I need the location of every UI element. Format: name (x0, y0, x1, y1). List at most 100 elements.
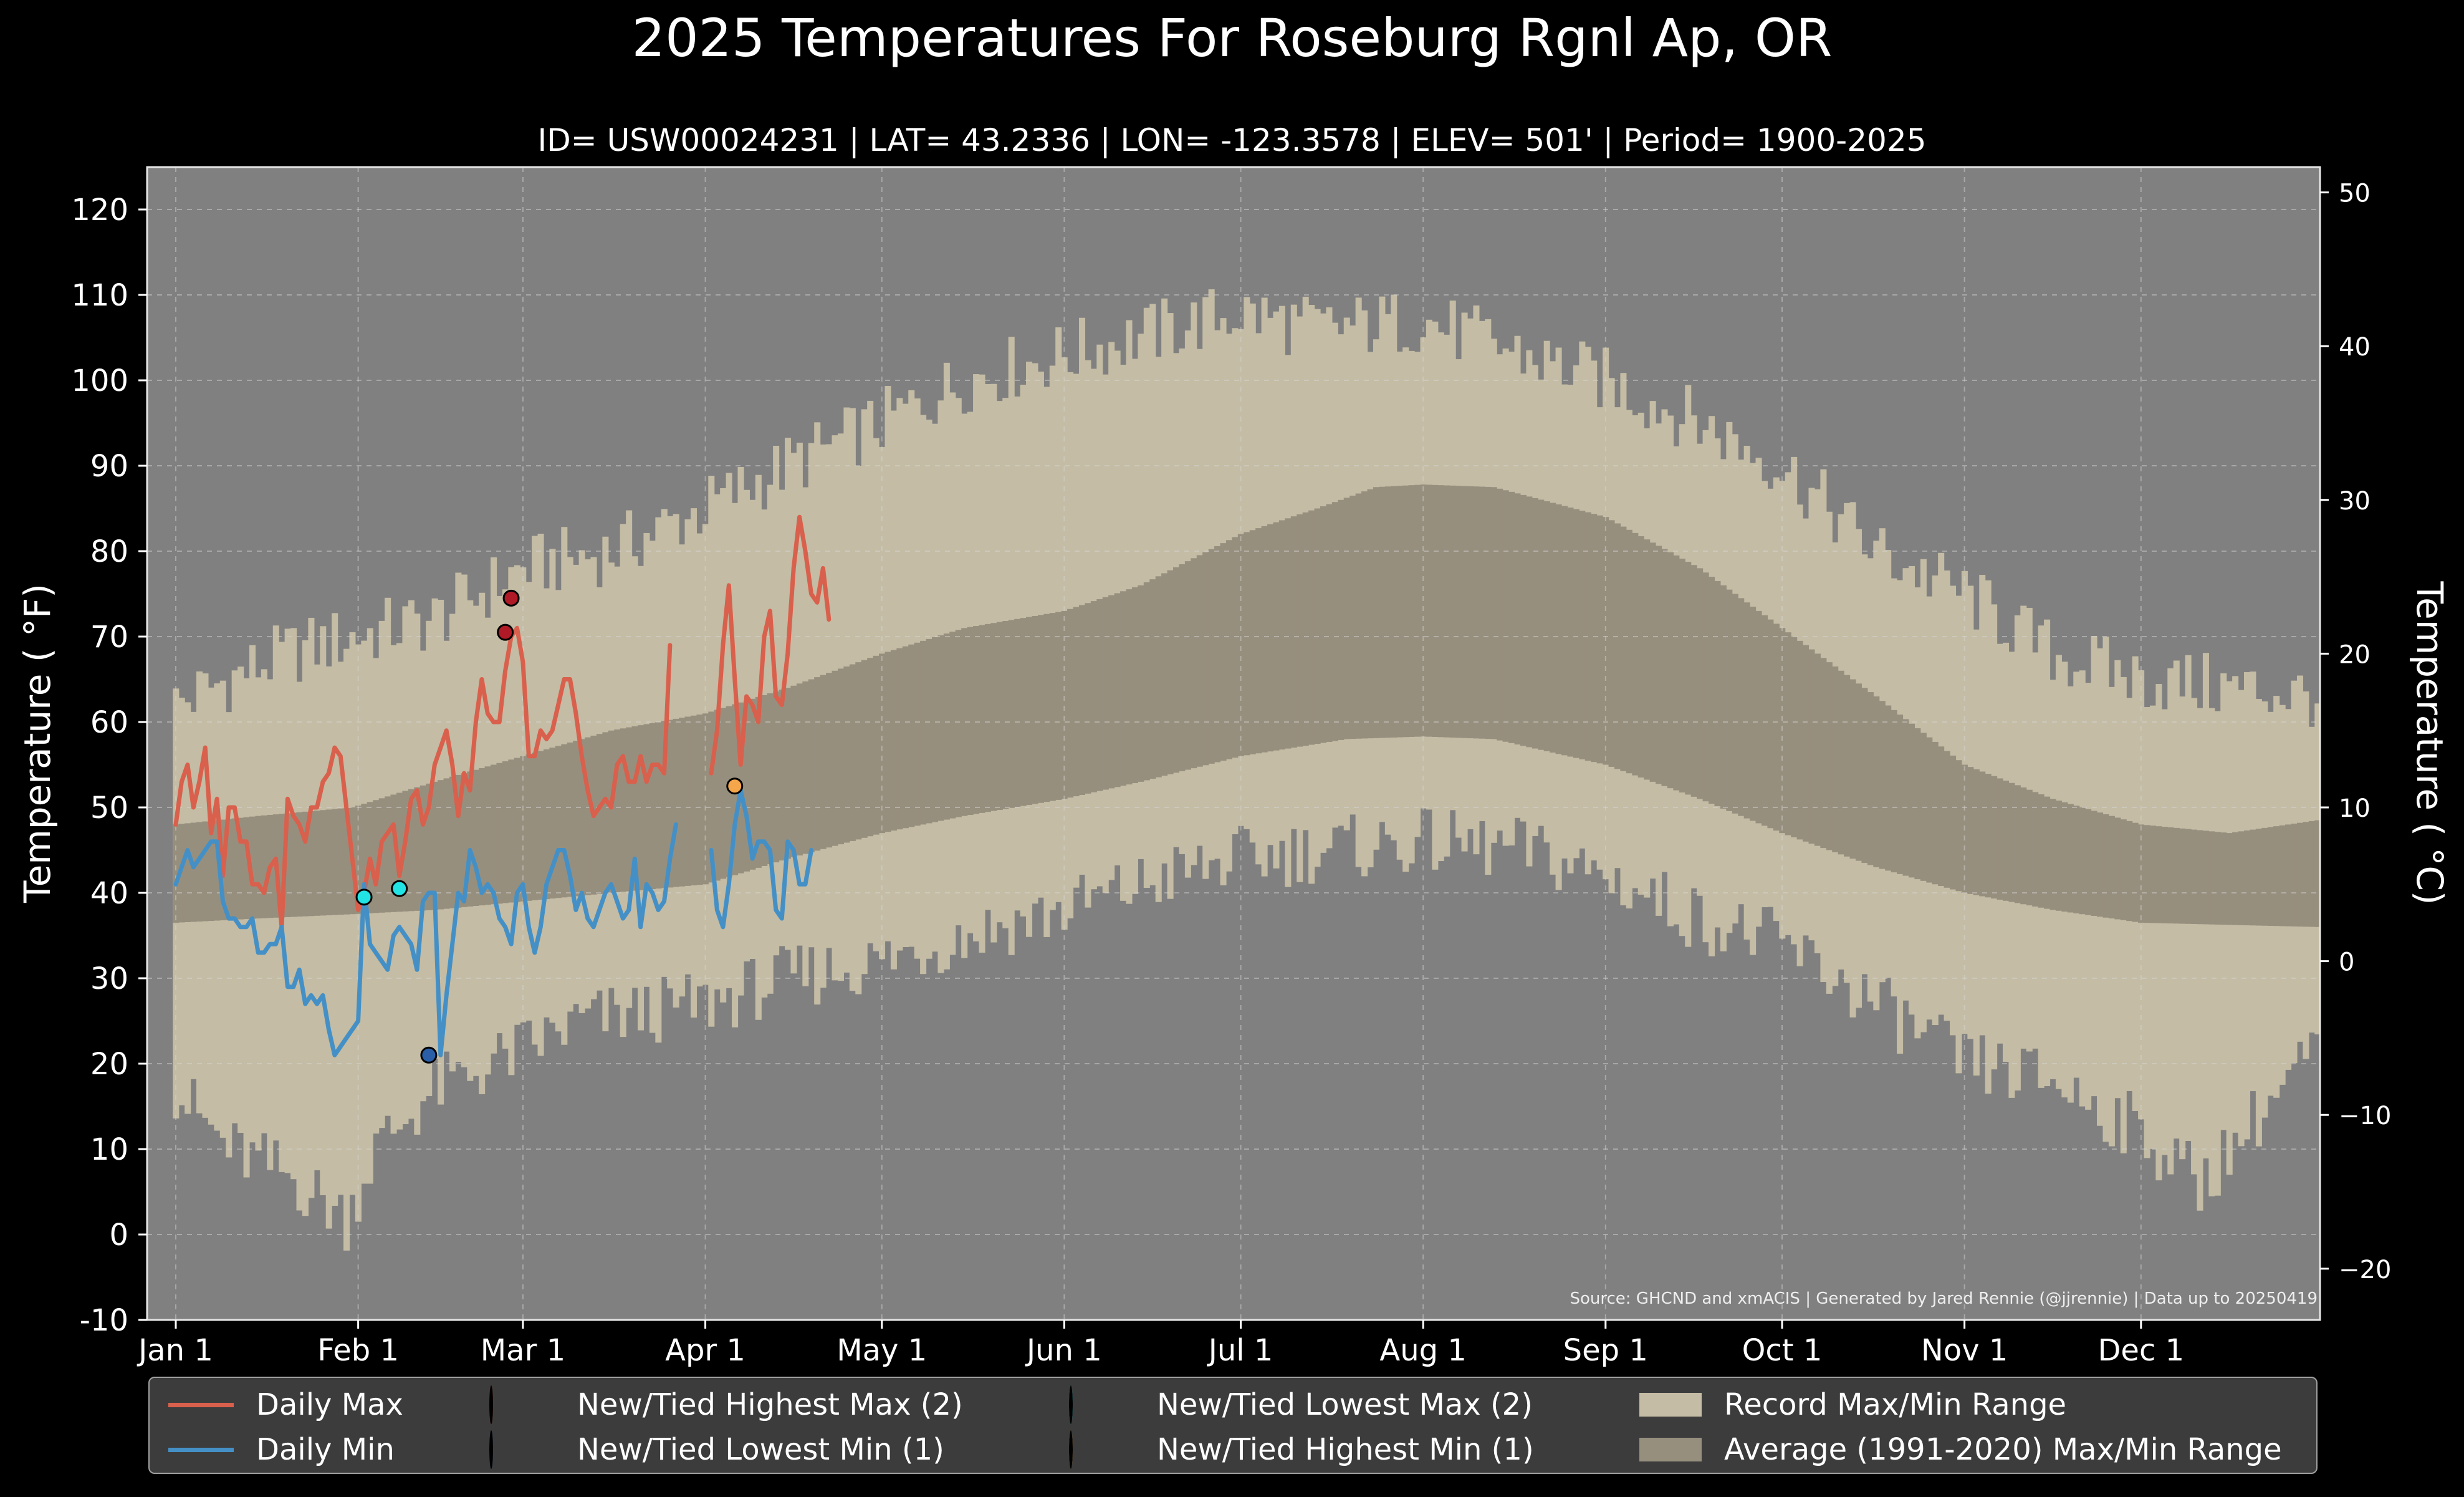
record-range-bar (2208, 708, 2215, 1196)
average-range-bar (1026, 617, 1033, 805)
average-range-bar (343, 807, 350, 915)
average-range-bar (1938, 746, 1945, 887)
average-range-bar (1384, 486, 1391, 738)
legend-swatch (489, 1385, 555, 1424)
average-range-bar (1838, 670, 1844, 855)
average-range-bar (1220, 543, 1227, 761)
average-range-bar (1520, 494, 1527, 746)
x-tick-label: Jan 1 (137, 1333, 213, 1368)
average-range-bar (332, 809, 338, 915)
average-range-bar (2244, 830, 2251, 926)
average-range-bar (1803, 645, 1810, 842)
average-range-bar (2085, 809, 2092, 915)
average-range-bar (749, 698, 756, 870)
y-tick-label: 60 (90, 705, 128, 740)
average-range-bar (2120, 819, 2127, 920)
average-range-bar (1832, 666, 1839, 852)
average-range-bar (2067, 804, 2074, 913)
average-range-bar (1891, 710, 1897, 873)
chart-title: 2025 Temperatures For Roseburg Rgnl Ap, … (631, 7, 1833, 69)
average-range-bar (879, 653, 886, 834)
average-range-bar (2055, 801, 2062, 911)
average-range-bar (1679, 558, 1685, 793)
average-range-bar (1785, 632, 1791, 835)
average-range-bar (1755, 610, 1762, 824)
y-tick-label: -10 (80, 1303, 128, 1338)
average-range-bar (661, 721, 668, 888)
average-range-bar (1614, 523, 1621, 769)
average-range-bar (1796, 640, 1803, 840)
average-range-bar (1567, 508, 1574, 757)
record-range-bar (2149, 705, 2157, 1149)
average-range-bar (1873, 696, 1880, 867)
average-range-bar (1914, 728, 1921, 880)
average-range-bar (1561, 506, 1568, 756)
source-note: Source: GHCND and xmACIS | Generated by … (1570, 1289, 2318, 1308)
average-range-bar (1591, 514, 1598, 763)
x-tick-label: Sep 1 (1563, 1333, 1648, 1368)
average-range-bar (1020, 618, 1027, 806)
average-range-bar (1555, 504, 1562, 754)
average-range-bar (1879, 701, 1886, 869)
average-range-bar (1261, 526, 1268, 753)
average-range-bar (920, 640, 927, 825)
average-range-bar (1402, 485, 1409, 738)
average-range-bar (1214, 546, 1221, 763)
y-tick-label: 40 (90, 876, 128, 911)
average-range-bar (832, 670, 838, 846)
x-tick-label: May 1 (837, 1333, 927, 1368)
average-range-bar (1225, 540, 1233, 759)
y-tick-label: 30 (2339, 487, 2371, 516)
average-range-bar (902, 646, 909, 829)
average-range-bar (979, 625, 985, 813)
average-range-bar (973, 626, 980, 814)
average-range-bar (196, 822, 203, 922)
average-range-bar (1285, 518, 1292, 749)
average-range-bar (461, 773, 467, 907)
average-range-bar (1584, 512, 1591, 761)
average-range-bar (2026, 789, 2033, 906)
y-axis-right: −20 −10 0 10 20 30 40 50 (2320, 180, 2391, 1284)
legend-label: New/Tied Lowest Max (2) (1157, 1387, 1533, 1422)
record-range-bar (2226, 681, 2233, 1175)
x-tick-label: Oct 1 (1742, 1333, 1823, 1368)
y-axis-label-celsius: Temperature ( °C) (2409, 581, 2451, 905)
average-range-bar (1143, 582, 1150, 781)
average-range-bar (337, 808, 344, 915)
average-range-bar (261, 815, 267, 918)
average-range-bar (1932, 741, 1939, 885)
average-range-bar (1714, 580, 1721, 807)
record-range-bar (325, 666, 332, 1229)
average-range-bar (914, 642, 921, 826)
average-range-bar (1444, 485, 1450, 738)
average-range-bar (1367, 489, 1374, 739)
average-range-bar (2020, 787, 2027, 905)
average-range-bar (1102, 597, 1109, 790)
legend-swatch (168, 1447, 234, 1452)
legend-item-average-range: Average (1991-2020) Max/Min Range (1639, 1428, 2282, 1471)
average-range-bar (1826, 662, 1833, 850)
average-range-bar (638, 725, 645, 890)
legend-item-daily-max: Daily Max (168, 1383, 403, 1427)
average-range-bar (373, 800, 380, 913)
average-range-bar (761, 695, 768, 866)
average-range-bar (1355, 493, 1362, 739)
y-tick-label: 10 (2339, 794, 2371, 823)
average-range-bar (243, 817, 250, 920)
average-range-bar (2091, 811, 2097, 916)
average-range-bar (2044, 796, 2051, 909)
average-range-bar (2220, 832, 2227, 925)
average-range-bar (355, 806, 362, 914)
average-range-bar (479, 768, 486, 906)
average-range-bar (1278, 520, 1285, 750)
average-range-bar (1232, 537, 1239, 758)
average-range-bar (1249, 530, 1256, 754)
record-marker (355, 888, 373, 906)
average-range-bar (802, 681, 809, 854)
average-range-bar (1138, 585, 1144, 782)
average-range-bar (1485, 486, 1492, 739)
average-range-bar (1490, 487, 1497, 739)
average-range-bar (290, 812, 297, 917)
average-range-bar (279, 814, 285, 918)
average-range-bar (1167, 570, 1174, 774)
